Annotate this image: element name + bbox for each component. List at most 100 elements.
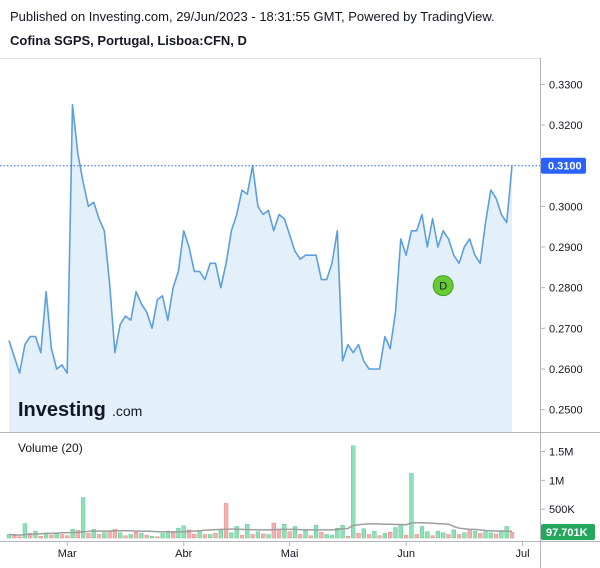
volume-bar: [239, 534, 245, 539]
logo-brand: Investing: [18, 399, 106, 421]
time-tick-label: Jul: [516, 548, 530, 560]
volume-bar: [366, 534, 372, 539]
volume-bar: [197, 530, 202, 539]
volume-bar: [75, 530, 80, 539]
volume-tick-label: 1M: [549, 475, 564, 487]
volume-bar: [160, 533, 165, 539]
volume-bar: [329, 534, 335, 539]
volume-tick-label: 1.5M: [549, 447, 573, 459]
volume-title: Volume (20): [18, 441, 83, 455]
volume-bar: [12, 535, 17, 539]
volume-bar: [202, 534, 208, 539]
volume-bar: [435, 530, 441, 539]
volume-bar: [356, 533, 361, 539]
volume-bar: [419, 526, 425, 539]
volume-pane: Volume (20) 1.5M 1M 500K 97.701K: [6, 441, 595, 540]
price-tick-label: 0.3300: [549, 79, 583, 91]
volume-bar: [171, 532, 176, 539]
volume-bar: [91, 529, 96, 539]
volume-last-badge: 97.701K: [541, 524, 595, 540]
volume-bar: [186, 529, 192, 539]
volume-bar: [155, 536, 160, 539]
volume-bar: [234, 526, 239, 539]
volume-bar: [218, 529, 223, 539]
price-tick-label: 0.2700: [549, 323, 583, 335]
volume-bar: [250, 534, 255, 539]
volume-last-label: 97.701K: [546, 527, 588, 539]
dividend-marker[interactable]: D: [432, 275, 454, 297]
volume-bar: [467, 529, 472, 539]
time-tick-label: Jun: [397, 548, 415, 560]
price-pane: 0.3300 0.3200 0.3000 0.2900 0.2800 0.2700 0.26…: [0, 79, 586, 433]
volume-bar: [425, 531, 430, 539]
volume-bar: [313, 525, 319, 539]
volume-bar: [144, 534, 149, 539]
volume-bar: [324, 534, 329, 539]
volume-bar: [118, 532, 123, 539]
volume-tick-label: 500K: [549, 504, 575, 516]
volume-bar: [478, 533, 483, 539]
volume-bar: [456, 534, 462, 539]
volume-bar: [28, 533, 33, 539]
volume-bar: [65, 535, 70, 539]
investing-logo: Investing .com: [18, 399, 142, 421]
price-tick-label: 0.2500: [549, 405, 583, 417]
volume-bar: [229, 532, 234, 539]
price-axis: 0.3300 0.3200 0.3000 0.2900 0.2800 0.2700 0.26…: [540, 79, 583, 417]
volume-bar: [59, 534, 65, 539]
volume-bar: [319, 531, 324, 539]
volume-bar: [139, 533, 144, 539]
volume-bar: [149, 536, 155, 539]
volume-bar: [292, 526, 298, 539]
time-tick-label: Abr: [175, 548, 192, 560]
volume-bar: [54, 533, 59, 539]
price-line: [8, 104, 513, 374]
volume-bar: [340, 525, 345, 539]
volume-bar: [17, 536, 22, 539]
volume-bar: [393, 527, 398, 539]
dividend-marker-label: D: [439, 281, 447, 293]
volume-bar: [96, 534, 102, 539]
price-tick-label: 0.3200: [549, 120, 583, 132]
volume-bar: [70, 529, 75, 539]
volume-bar: [372, 530, 377, 539]
volume-bar: [446, 534, 451, 539]
volume-bar: [441, 532, 446, 539]
volume-bars: [6, 445, 515, 539]
volume-ma-line: [8, 521, 513, 536]
volume-bar: [223, 503, 229, 539]
volume-bar: [261, 533, 266, 539]
volume-bar: [351, 445, 356, 539]
price-area: [9, 104, 512, 433]
published-caption: Published on Investing.com, 29/Jun/2023 …: [10, 9, 495, 24]
price-tick-label: 0.3000: [549, 201, 583, 213]
volume-bar: [303, 530, 308, 539]
volume-bar: [509, 532, 515, 539]
volume-bar: [38, 536, 43, 539]
volume-bar: [504, 526, 509, 539]
volume-bar: [176, 527, 181, 539]
volume-bar: [472, 530, 478, 539]
volume-bar: [403, 534, 409, 539]
last-price-badge: 0.3100: [541, 157, 586, 174]
volume-bar: [335, 527, 340, 539]
last-price-label: 0.3100: [548, 161, 582, 173]
volume-bar: [22, 523, 28, 539]
volume-bar: [266, 534, 271, 539]
volume-bar: [451, 529, 456, 539]
price-tick-label: 0.2600: [549, 364, 583, 376]
symbol-title: Cofina SGPS, Portugal, Lisboa:CFN, D: [10, 33, 247, 48]
volume-bar: [107, 531, 112, 539]
volume-bar: [49, 534, 54, 539]
volume-bar: [493, 533, 499, 539]
volume-bar: [102, 532, 107, 539]
time-tick-label: Mar: [58, 548, 77, 560]
volume-bar: [276, 529, 282, 539]
volume-bar: [112, 529, 118, 539]
volume-bar: [213, 533, 218, 539]
volume-bar: [298, 534, 303, 539]
volume-bar: [255, 531, 261, 539]
volume-bar: [430, 535, 435, 539]
volume-bar: [414, 534, 419, 539]
